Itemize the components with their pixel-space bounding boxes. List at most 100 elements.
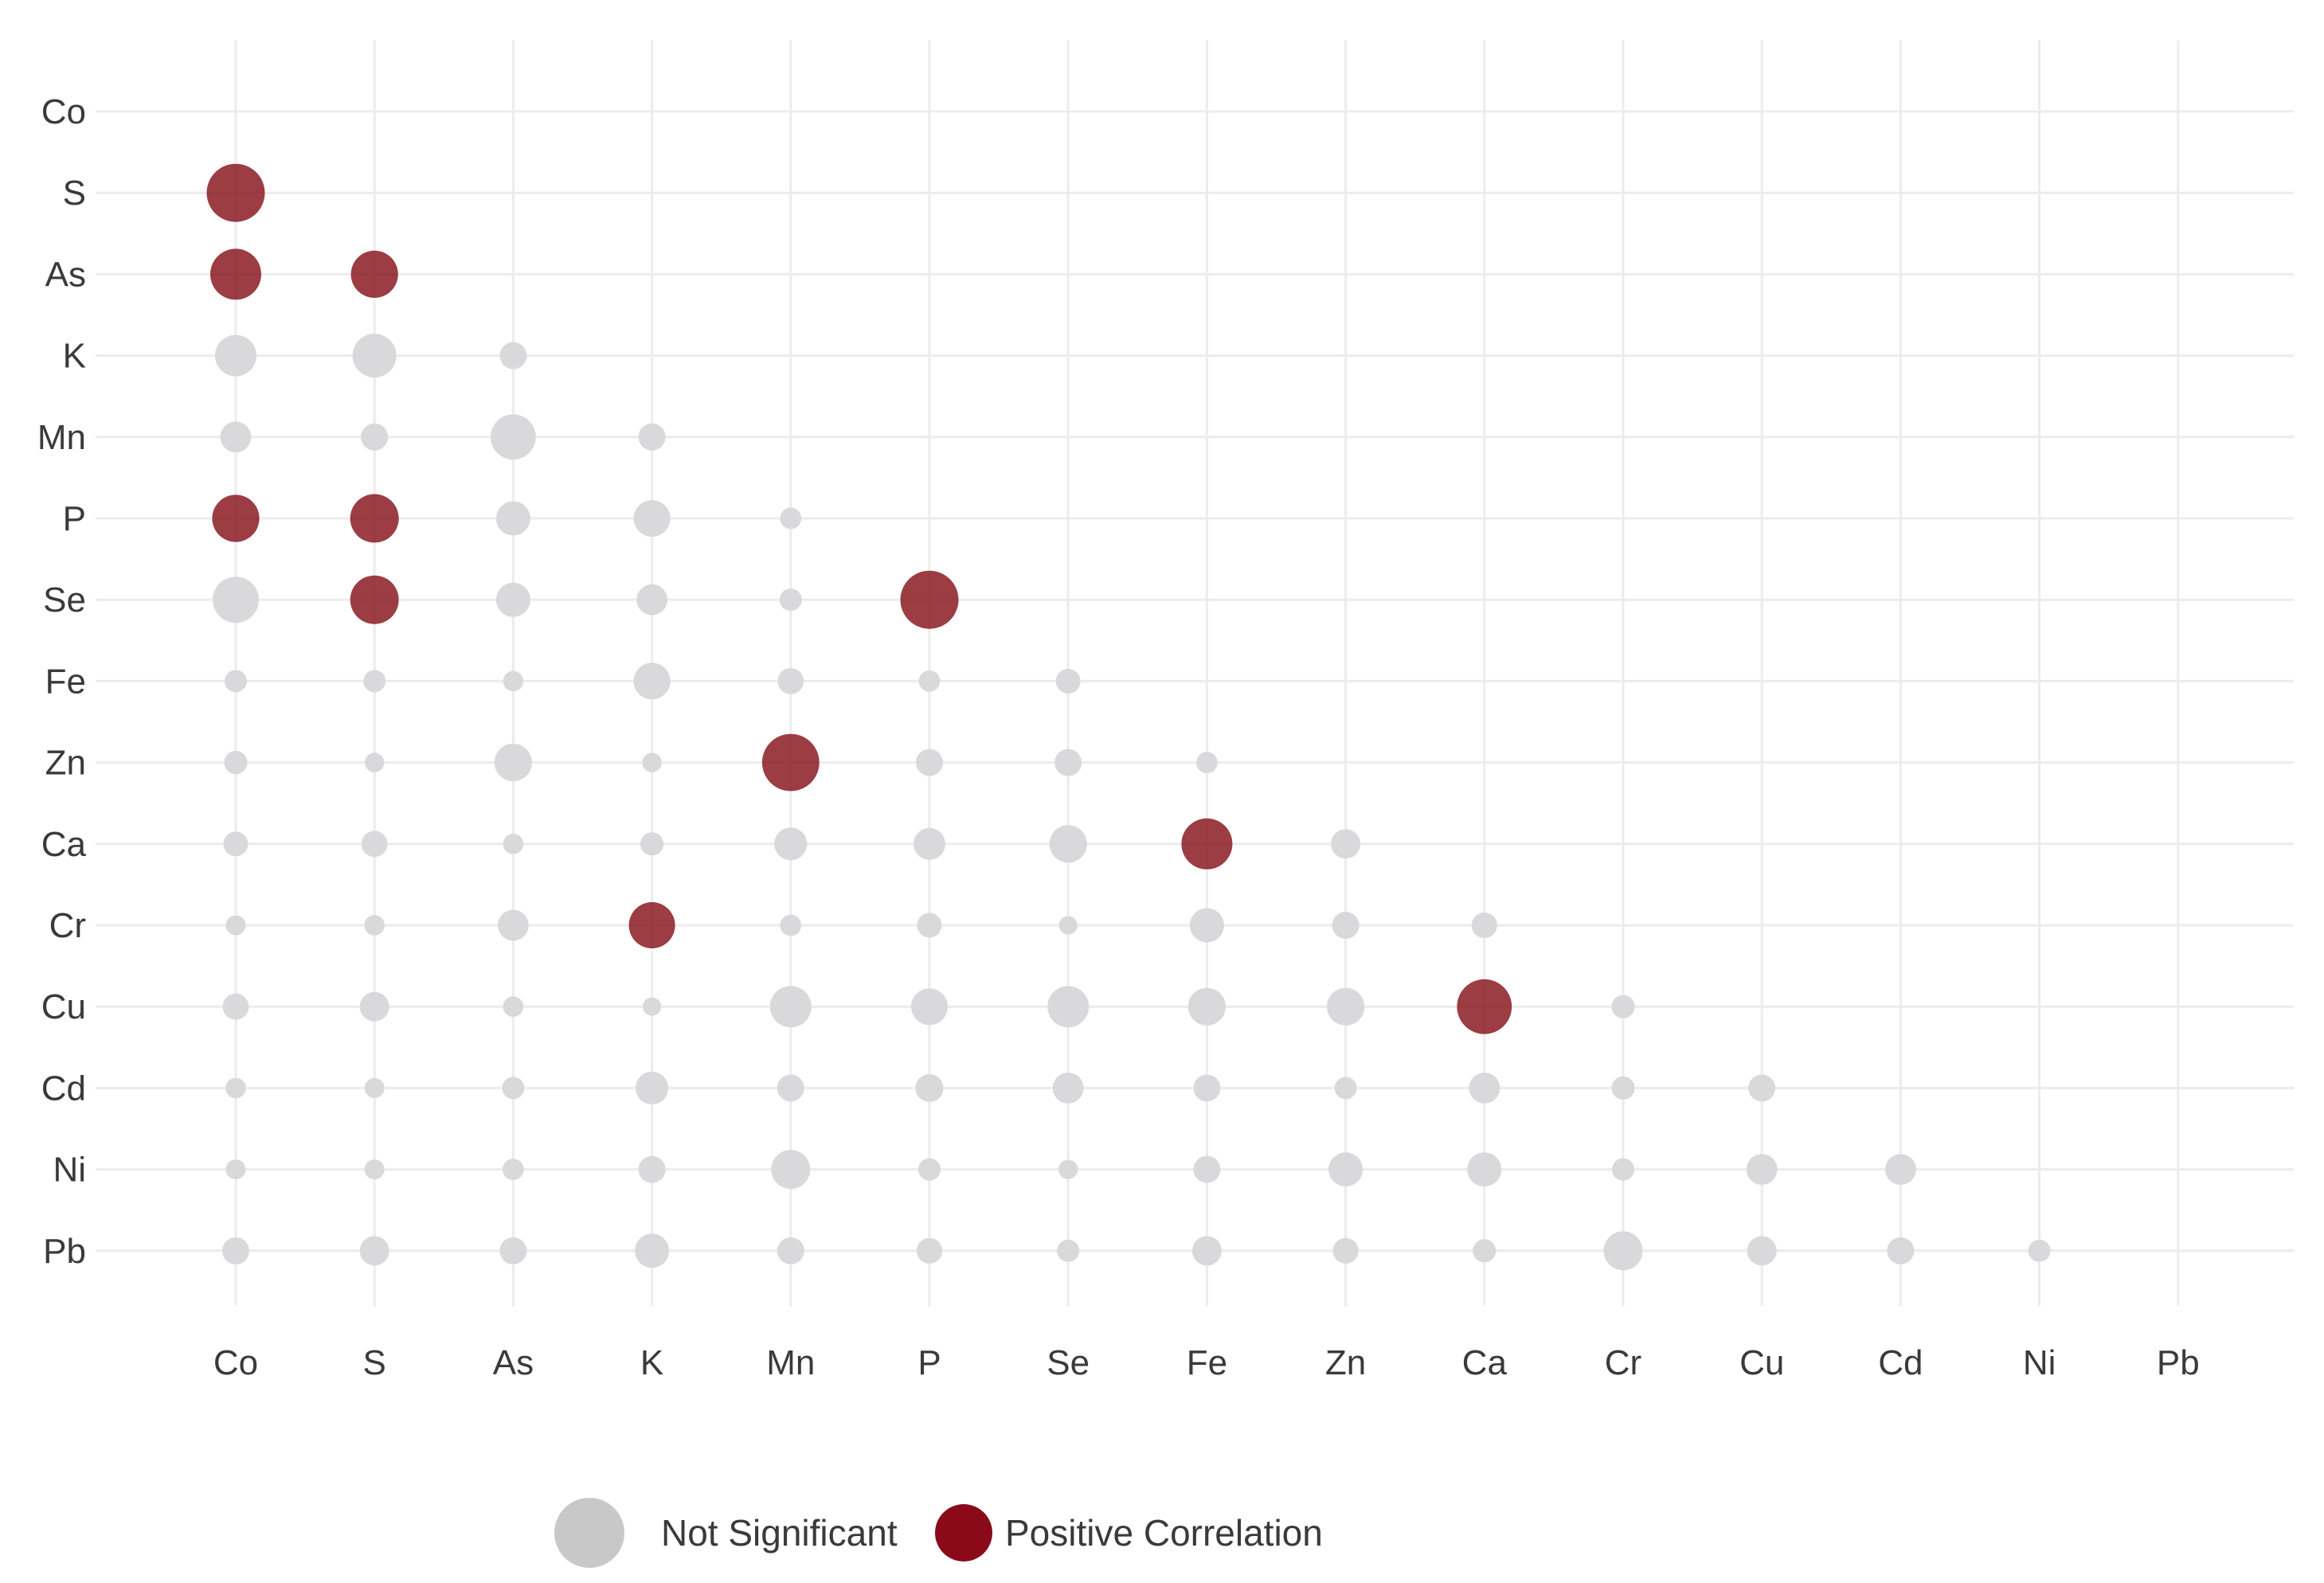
point-se-ni	[1058, 1159, 1078, 1179]
y-tick-label-cu: Cu	[41, 987, 86, 1026]
point-p-ni	[918, 1158, 941, 1181]
x-tick-label-co: Co	[213, 1343, 258, 1382]
point-cu-pb	[1747, 1236, 1777, 1266]
x-tick-label-p: P	[917, 1343, 941, 1382]
point-co-se	[213, 577, 259, 623]
point-as-cr	[498, 909, 529, 941]
point-cu-ni	[1746, 1154, 1778, 1185]
y-tick-label-as: As	[45, 255, 86, 294]
point-mn-se	[779, 588, 802, 612]
point-as-fe	[503, 670, 524, 692]
x-axis-tick-labels: Co S As K Mn P Se Fe Zn Ca Cr Cu Cd Ni Pb	[213, 1343, 2200, 1382]
point-cr-pb	[1603, 1231, 1643, 1271]
point-as-cu	[503, 996, 524, 1017]
point-k-cr	[628, 902, 675, 948]
point-k-cu	[643, 997, 662, 1016]
y-tick-label-k: K	[63, 337, 86, 376]
x-tick-label-s: S	[363, 1343, 386, 1382]
point-fe-cd	[1193, 1074, 1221, 1102]
point-s-zn	[365, 752, 385, 772]
legend-swatch-not-significant	[554, 1498, 624, 1568]
point-cu-cd	[1748, 1074, 1776, 1102]
point-as-k	[499, 342, 527, 369]
point-p-cd	[915, 1073, 944, 1102]
point-cr-ni	[1612, 1158, 1634, 1181]
point-ca-cu	[1457, 979, 1512, 1034]
point-cd-pb	[1887, 1237, 1915, 1264]
point-k-fe	[633, 663, 671, 700]
point-zn-ca	[1331, 829, 1361, 859]
point-zn-cr	[1332, 912, 1360, 939]
point-cr-cd	[1611, 1076, 1635, 1100]
point-p-se	[900, 570, 959, 629]
x-tick-label-mn: Mn	[766, 1343, 815, 1382]
point-fe-zn	[1196, 752, 1218, 773]
point-mn-p	[780, 507, 802, 530]
point-k-zn	[642, 752, 662, 772]
y-tick-label-cr: Cr	[49, 906, 86, 945]
point-ca-pb	[1473, 1239, 1497, 1263]
point-fe-cu	[1187, 987, 1226, 1026]
x-tick-label-zn: Zn	[1325, 1343, 1366, 1382]
point-k-pb	[635, 1233, 670, 1268]
point-as-se	[495, 582, 530, 617]
point-k-cd	[636, 1071, 669, 1104]
point-s-mn	[361, 423, 389, 451]
point-mn-ni	[771, 1150, 811, 1190]
point-p-cr	[917, 913, 942, 938]
y-tick-label-co: Co	[41, 92, 86, 131]
point-as-cd	[502, 1077, 525, 1100]
point-se-cd	[1052, 1073, 1084, 1104]
point-se-zn	[1054, 749, 1082, 776]
point-zn-ni	[1328, 1152, 1363, 1187]
x-tick-label-fe: Fe	[1187, 1343, 1227, 1382]
point-s-fe	[363, 670, 386, 693]
point-mn-cu	[769, 986, 812, 1028]
y-tick-label-pb: Pb	[43, 1232, 86, 1271]
point-fe-ni	[1193, 1155, 1221, 1183]
point-fe-pb	[1191, 1236, 1222, 1266]
y-tick-label-cd: Cd	[41, 1069, 86, 1108]
x-tick-label-se: Se	[1047, 1343, 1090, 1382]
y-tick-label-fe: Fe	[45, 662, 86, 701]
legend-label-positive: Positive Correlation	[1005, 1512, 1323, 1554]
point-k-se	[636, 584, 667, 616]
point-ca-cr	[1471, 912, 1497, 939]
point-zn-pb	[1332, 1237, 1359, 1264]
point-ni-pb	[2028, 1239, 2051, 1262]
point-as-ca	[503, 834, 524, 854]
point-s-as	[350, 250, 398, 298]
legend: Not Significant Positive Correlation	[554, 1498, 1323, 1568]
x-tick-label-ca: Ca	[1462, 1343, 1508, 1382]
x-tick-label-pb: Pb	[2157, 1343, 2200, 1382]
point-mn-fe	[777, 668, 804, 694]
point-s-k	[352, 334, 397, 378]
point-as-ni	[503, 1159, 524, 1180]
point-s-ca	[361, 831, 388, 858]
point-zn-cd	[1334, 1077, 1357, 1100]
point-co-mn	[220, 421, 252, 453]
point-co-fe	[225, 670, 247, 693]
point-mn-pb	[777, 1237, 804, 1264]
y-tick-label-mn: Mn	[37, 418, 86, 457]
point-fe-ca	[1181, 818, 1233, 870]
point-k-mn	[638, 423, 666, 451]
y-tick-label-se: Se	[43, 580, 86, 620]
point-ca-ni	[1467, 1152, 1502, 1187]
point-p-ca	[914, 827, 945, 860]
point-k-ca	[640, 832, 664, 856]
point-mn-cr	[780, 914, 802, 936]
point-mn-ca	[774, 827, 808, 861]
point-p-fe	[918, 670, 941, 692]
point-se-pb	[1057, 1239, 1080, 1262]
point-s-p	[350, 494, 399, 543]
point-co-k	[215, 334, 256, 377]
point-co-cd	[225, 1077, 246, 1099]
point-s-cu	[359, 991, 389, 1022]
point-k-p	[633, 500, 671, 537]
x-tick-label-cd: Cd	[1878, 1343, 1923, 1382]
point-s-pb	[359, 1236, 389, 1266]
point-s-cr	[364, 915, 385, 936]
x-tick-label-cu: Cu	[1739, 1343, 1784, 1382]
